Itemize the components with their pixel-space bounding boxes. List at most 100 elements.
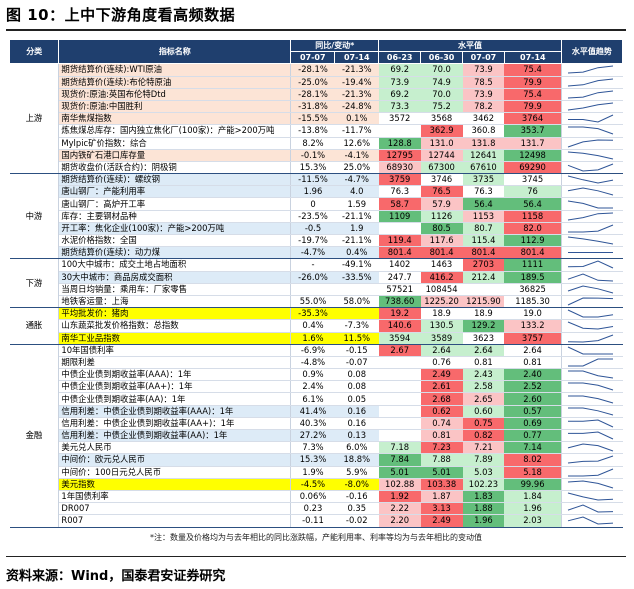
sparkline-path <box>567 443 613 452</box>
level-cell: 2.43 <box>462 368 505 382</box>
sparkline-path <box>567 370 613 379</box>
yoy-cell: 1.96 <box>290 185 335 199</box>
indicator-name: 山东蔬菜批发价格指数：总指数 <box>58 319 292 333</box>
table-row: 美元指数 -4.5% -8.0% 102.88 103.38 102.23 99.96 <box>10 478 623 491</box>
sparkline <box>567 468 613 477</box>
level-cell: 0.57 <box>504 405 562 418</box>
yoy-cell: -49.1% <box>334 258 379 272</box>
yoy-cell: -0.07 <box>334 356 379 370</box>
category-cell: 上游 <box>9 63 60 175</box>
level-cell <box>378 124 421 138</box>
yoy-cell: 1.59 <box>334 197 379 211</box>
level-cell: 2.64 <box>504 344 562 357</box>
header-level-date: 07-14 <box>503 51 562 65</box>
indicator-name: 现货价:原油:英国布伦特Dtd <box>58 88 292 101</box>
indicator-name: 平均批发价：猪肉 <box>58 307 292 321</box>
trend-cell <box>560 405 623 418</box>
level-cell: 128.8 <box>378 137 421 150</box>
yoy-cell: -33.5% <box>334 271 379 284</box>
indicator-name: 中债企业债到期收益率(AA+)：1年 <box>58 380 292 394</box>
table-row: 期货结算价(连续)：动力煤 -4.7% 0.4% 801.4 801.4 801.4 801… <box>10 246 623 260</box>
table-row: 地铁客运量：上海 55.0% 58.0% 738.60 1225.20 1215.90 11… <box>10 295 623 309</box>
sparkline-path <box>567 309 613 318</box>
sparkline-path <box>567 260 613 269</box>
header-yoy: 同比/变动* <box>290 38 380 53</box>
indicator-name: 库存：主要钢材品种 <box>58 210 292 223</box>
level-cell: 2.64 <box>420 344 463 357</box>
indicator-name: 炼焦煤总库存：国内独立焦化厂(100家)：产能>200万吨 <box>58 124 292 138</box>
level-cell: 75.2 <box>420 100 463 114</box>
indicator-name: 国内铁矿石港口库存量 <box>58 149 292 162</box>
level-cell: 5.03 <box>462 466 505 479</box>
level-cell: 36825 <box>504 283 562 296</box>
sparkline <box>567 273 613 282</box>
trend-cell <box>560 197 623 211</box>
level-cell: 3759 <box>378 173 421 187</box>
yoy-cell <box>334 307 379 321</box>
level-cell <box>378 222 421 236</box>
yoy-cell: 4.0 <box>334 185 379 199</box>
sparkline <box>567 65 613 74</box>
level-cell: 2.03 <box>504 514 562 528</box>
table-row: 中间价：欧元兑人民币 15.3% 18.8% 7.84 7.88 7.89 8.02 <box>10 453 623 467</box>
level-cell: 2.20 <box>378 514 421 528</box>
table-row: R007 -0.11 -0.02 2.20 2.49 1.96 2.03 <box>10 514 623 528</box>
level-cell: 112.9 <box>504 234 562 248</box>
sparkline <box>567 358 613 367</box>
level-cell: 416.2 <box>420 271 463 284</box>
trend-cell <box>560 453 623 467</box>
level-cell: 115.4 <box>462 234 505 248</box>
sparkline <box>567 252 613 254</box>
yoy-cell: -19.4% <box>334 76 379 89</box>
indicator-name: 美元指数 <box>58 478 292 491</box>
indicator-name: 中间价：欧元兑人民币 <box>58 453 292 467</box>
yoy-cell: -4.8% <box>290 356 335 370</box>
table-row: 山东蔬菜批发价格指数：总指数 0.4% -7.3% 140.6 130.5 129.2 13… <box>10 319 623 333</box>
yoy-cell: -21.1% <box>334 210 379 223</box>
trend-cell <box>560 124 623 138</box>
trend-cell <box>560 344 623 357</box>
table-row: 中债企业债到期收益率(AA+)：1年 2.4% 0.08 2.61 2.58 2.52 <box>10 380 623 394</box>
level-cell: 82.0 <box>504 222 562 236</box>
sparkline <box>567 139 613 148</box>
sparkline <box>567 492 613 501</box>
yoy-cell: -35.3% <box>290 307 335 321</box>
level-cell: 108454 <box>420 283 463 296</box>
high-frequency-table: 分类 指标名称 同比/变动* 水平值 水平值趋势 07-07 07-14 06-… <box>8 38 624 528</box>
yoy-cell: -21.1% <box>334 234 379 248</box>
sparkline-path <box>567 187 613 196</box>
level-cell: 0.60 <box>462 405 505 418</box>
sparkline-path <box>567 114 613 123</box>
level-cell: 362.9 <box>420 124 463 138</box>
yoy-cell: -0.16 <box>334 490 379 504</box>
level-cell: 2.60 <box>504 392 562 406</box>
table-row: 美元兑人民币 7.3% 6.0% 7.18 7.23 7.21 7.14 <box>10 441 623 455</box>
category-cell: 下游 <box>9 258 60 309</box>
yoy-cell: -26.0% <box>290 271 335 284</box>
table-row: 1年国债利率 0.06% -0.16 1.92 1.87 1.83 1.84 <box>10 490 623 504</box>
level-cell: 67610 <box>462 161 505 175</box>
level-cell: 76 <box>504 185 562 199</box>
level-cell: 247.7 <box>378 271 421 284</box>
level-cell: 1.87 <box>420 490 463 504</box>
indicator-name: 唐山钢厂：高炉开工率 <box>58 197 292 211</box>
level-cell: 18.9 <box>420 307 463 321</box>
yoy-cell: 11.5% <box>334 332 379 345</box>
level-cell: 12498 <box>504 149 562 162</box>
sparkline-path <box>567 212 613 221</box>
level-cell: 189.5 <box>504 271 562 284</box>
yoy-cell: -31.8% <box>290 100 335 114</box>
yoy-cell: -28.1% <box>290 63 335 77</box>
trend-cell <box>560 258 623 272</box>
indicator-name: 地铁客运量：上海 <box>58 295 292 309</box>
sparkline-path <box>567 468 613 477</box>
level-cell: 18.9 <box>462 307 505 321</box>
level-cell: 58.7 <box>378 197 421 211</box>
level-cell: 76.3 <box>378 185 421 199</box>
sparkline-path <box>567 492 613 501</box>
table-row: 南华工业品指数 1.6% 11.5% 3594 3589 3623 3757 <box>10 332 623 345</box>
level-cell: 119.4 <box>378 234 421 248</box>
trend-cell <box>560 234 623 248</box>
level-cell: 80.5 <box>420 222 463 236</box>
table-row: 当周日均销量：乘用车：厂家零售 57521 108454 36825 <box>10 283 623 296</box>
